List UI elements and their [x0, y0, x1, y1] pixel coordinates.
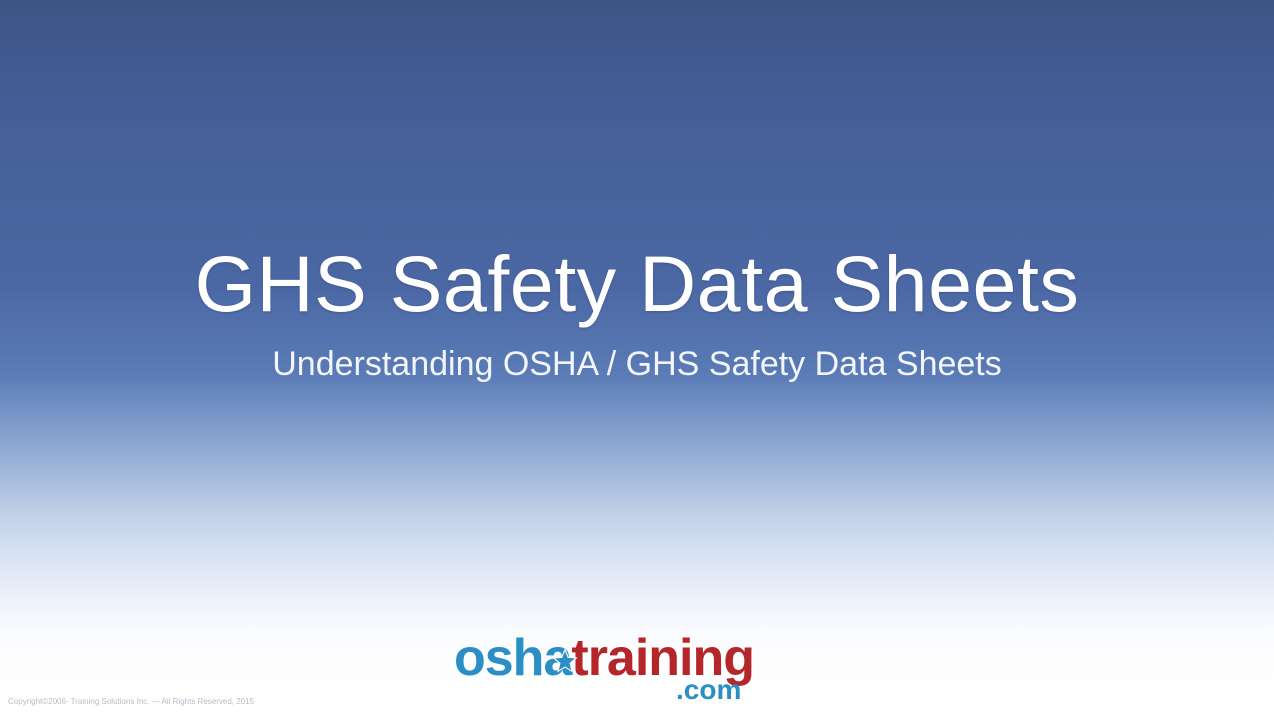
logo-training-text: training — [571, 629, 755, 687]
slide-subtitle: Understanding OSHA / GHS Safety Data She… — [272, 345, 1002, 383]
logo-com-text: .com — [676, 674, 742, 705]
slide-title: GHS Safety Data Sheets — [194, 239, 1080, 328]
copyright-notice: Copyright©2006- Training Solutions Inc. … — [8, 697, 255, 706]
star-icon — [552, 648, 578, 673]
oshatraining-logo: oshatraining .com — [454, 628, 794, 708]
logo-osha-text: osha — [454, 629, 572, 687]
logo-wordmark: oshatraining — [454, 628, 755, 688]
